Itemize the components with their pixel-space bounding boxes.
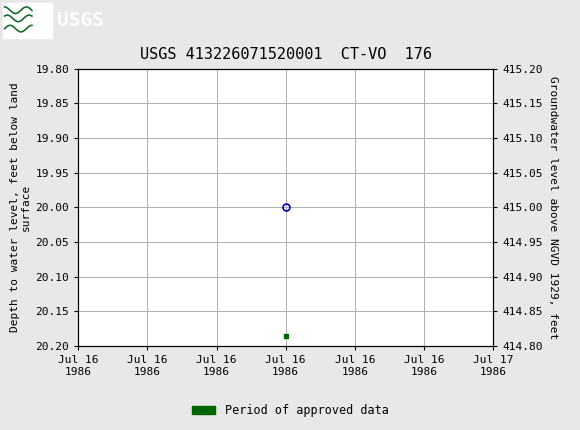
Title: USGS 413226071520001  CT-VO  176: USGS 413226071520001 CT-VO 176	[140, 47, 432, 62]
Y-axis label: Groundwater level above NGVD 1929, feet: Groundwater level above NGVD 1929, feet	[548, 76, 558, 339]
Y-axis label: Depth to water level, feet below land
surface: Depth to water level, feet below land su…	[10, 83, 31, 332]
FancyBboxPatch shape	[3, 3, 52, 37]
Legend: Period of approved data: Period of approved data	[187, 399, 393, 422]
Text: USGS: USGS	[57, 11, 104, 30]
